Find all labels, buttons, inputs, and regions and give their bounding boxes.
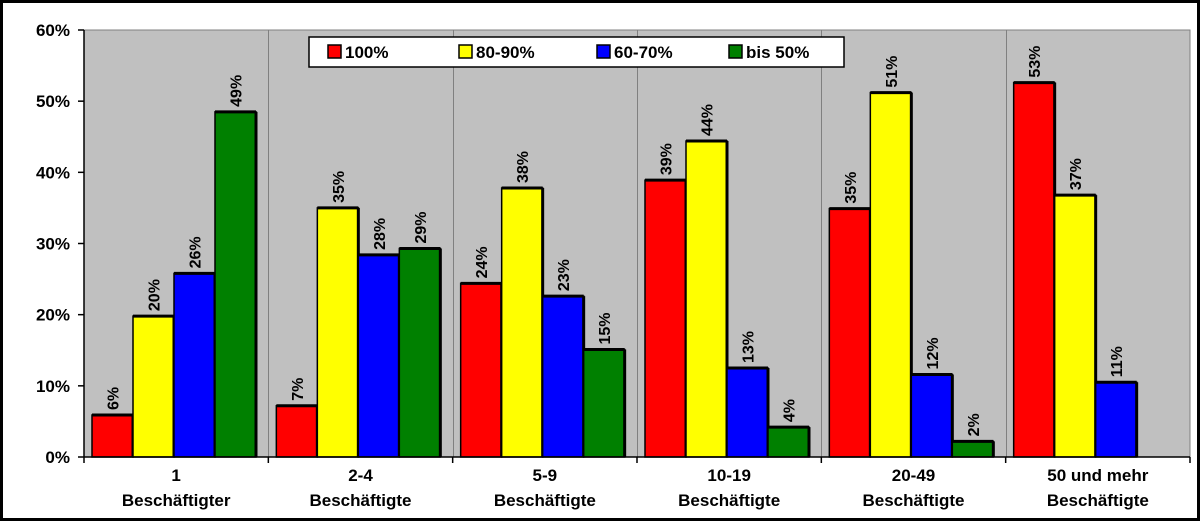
data-label: 7% [290,378,307,401]
x-tick-label: 10-19 [707,466,750,485]
bar [1053,194,1097,458]
bar [869,91,913,458]
legend-box [308,36,845,68]
data-label: 35% [331,171,348,203]
data-label: 53% [1027,46,1044,78]
bar [316,207,360,458]
x-tick-label: Beschäftigter [122,491,231,510]
bar [685,140,728,458]
data-label: 11% [1109,346,1126,377]
category-separators [268,30,1007,457]
data-label: 12% [925,337,942,369]
legend-swatch [596,44,611,59]
y-tick-label: 50% [36,92,70,111]
bar [173,272,216,458]
bar [132,315,175,458]
bar [214,111,257,458]
legend-swatch [458,44,473,59]
y-axis: 0% 10% 20% 30% 40% 50% 60% [36,21,85,467]
x-tick-label: 2-4 [348,466,373,485]
data-label: 24% [474,246,491,278]
data-label: 35% [843,172,860,204]
bar [582,348,626,458]
x-tick-label: Beschäftigte [678,491,780,510]
data-label: 39% [659,143,676,175]
x-tick-label: 50 und mehr [1047,466,1148,485]
data-label: 44% [700,104,717,136]
bar [357,254,401,458]
bar [951,440,995,458]
y-tick-label: 10% [36,377,70,396]
bar [767,426,810,458]
bar [644,179,687,458]
data-label: 6% [106,387,123,410]
legend: 100% 80-90% 60-70% bis 50% [308,36,845,68]
data-label: 51% [884,56,901,88]
data-label: 13% [741,331,758,363]
legend-label: 100% [345,43,388,62]
bar [541,295,585,458]
legend-label: 80-90% [476,43,535,62]
bar [459,282,503,458]
legend-swatch [327,44,342,59]
bar [726,367,769,458]
x-tick-label: Beschäftigte [494,491,596,510]
data-label: 26% [188,236,205,268]
x-axis: 1 Beschäftigter 2-4 Beschäftigte 5-9 Beschäft… [83,456,1191,510]
data-label: 20% [147,279,164,311]
bar [828,207,872,458]
bar [91,414,134,458]
x-tick-label: Beschäftigte [1047,491,1149,510]
data-label: 2% [966,413,983,436]
x-tick-label: Beschäftigte [309,491,411,510]
x-tick-label: 20-49 [892,466,935,485]
bar [275,405,319,458]
data-label: 4% [782,399,799,422]
bar [398,247,442,458]
bar [910,373,954,458]
y-tick-label: 40% [36,163,70,182]
x-tick-label: Beschäftigte [862,491,964,510]
y-tick-label: 30% [36,235,70,254]
data-label: 29% [413,211,430,243]
data-label: 49% [229,75,246,107]
legend-label: bis 50% [746,43,809,62]
legend-label: 60-70% [614,43,673,62]
bar [1012,81,1056,458]
data-label: 15% [597,313,614,345]
x-tick-label: 5-9 [533,466,558,485]
data-label: 38% [515,151,532,183]
bar [500,187,544,458]
bar [1094,381,1138,458]
data-label: 37% [1068,158,1085,190]
data-label: 28% [372,218,389,250]
x-tick-label: 1 [171,466,180,485]
y-tick-label: 60% [36,21,70,40]
legend-swatch [728,44,743,59]
data-label: 23% [556,259,573,291]
y-tick-label: 20% [36,306,70,325]
y-tick-label: 0% [45,448,70,467]
